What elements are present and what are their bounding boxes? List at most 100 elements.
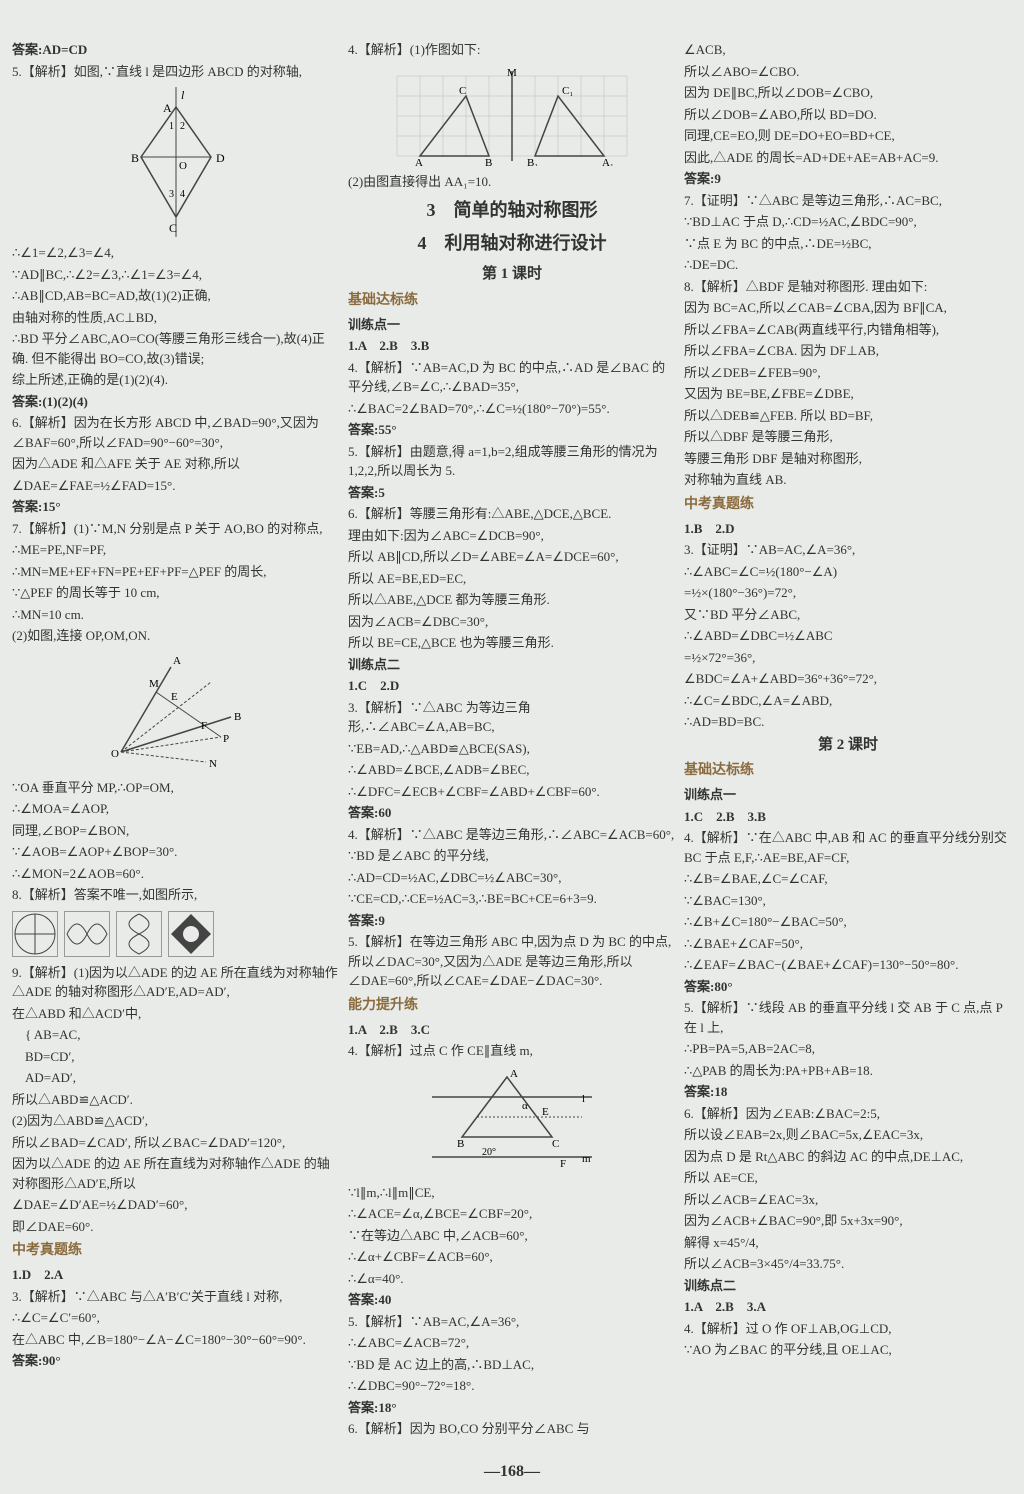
answers-row: 1.C 2.D	[348, 676, 676, 696]
text: 所以∠DEB=∠FEB=90°,	[684, 363, 1012, 383]
text: ∴ME=PE,NF=PF,	[12, 540, 340, 560]
text: ∴∠ABC=∠ACB=72°,	[348, 1333, 676, 1353]
text: 又∵BD 平分∠ABC,	[684, 605, 1012, 625]
text: 在△ABC 中,∠B=180°−∠A−∠C=180°−30°−60°=90°.	[12, 1330, 340, 1350]
text: 因为△ADE 和△AFE 关于 AE 对称,所以	[12, 454, 340, 474]
text: ∴∠BAE+∠CAF=50°,	[684, 934, 1012, 954]
text: (2)如图,连接 OP,OM,ON.	[12, 626, 340, 646]
svg-text:B: B	[234, 711, 241, 723]
text: 同理,∠BOP=∠BON,	[12, 821, 340, 841]
text: 所以△ABE,△DCE 都为等腰三角形.	[348, 590, 676, 610]
text: 所以∠ACB=∠EAC=3x,	[684, 1190, 1012, 1210]
text: 综上所述,正确的是(1)(2)(4).	[12, 370, 340, 390]
text: ∴∠α+∠CBF=∠ACB=60°,	[348, 1247, 676, 1267]
text: AD=AD′,	[12, 1068, 340, 1088]
text: ∵在等边△ABC 中,∠ACB=60°,	[348, 1226, 676, 1246]
text: 所以∠DOB=∠ABO,所以 BD=DO.	[684, 105, 1012, 125]
problem-8: 8.【解析】答案不唯一,如图所示,	[12, 885, 340, 905]
text: 所以△DBF 是等腰三角形,	[684, 427, 1012, 447]
text: 理由如下:因为∠ABC=∠DCB=90°,	[348, 526, 676, 546]
text: ∠DAE=∠FAE=½∠FAD=15°.	[12, 476, 340, 496]
svg-text:P: P	[223, 733, 229, 745]
training-1: 训练点一	[348, 315, 676, 335]
answers-row: 1.D 2.A	[12, 1265, 340, 1285]
text: ∴∠B+∠C=180°−∠BAC=50°,	[684, 912, 1012, 932]
svg-text:C: C	[552, 1138, 559, 1150]
text: ∵BD 是 AC 边上的高,∴BD⊥AC,	[348, 1355, 676, 1375]
text: ∴∠α=40°.	[348, 1269, 676, 1289]
diagram-triangle-opm: A M E O B P F N	[12, 652, 340, 772]
text: 因为∠ACB+∠BAC=90°,即 5x+3x=90°,	[684, 1211, 1012, 1231]
svg-text:A: A	[415, 157, 423, 166]
training-2b: 训练点二	[684, 1276, 1012, 1296]
svg-text:20°: 20°	[482, 1147, 496, 1158]
problem-3: 3.【解析】∵△ABC 与△A′B′C′关于直线 l 对称,	[12, 1287, 340, 1307]
chapter-3: 3 简单的轴对称图形	[348, 197, 676, 224]
diagram-rhombus: l A B D C O 1 2 3 4	[12, 87, 340, 237]
svg-text:B₁: B₁	[527, 157, 538, 166]
problem-4g: 4.【解析】∵在△ABC 中,AB 和 AC 的垂直平分线分别交 BC 于点 E…	[684, 828, 1012, 867]
text: 在△ABD 和△ACD′中,	[12, 1004, 340, 1024]
text: ∠ACB,	[684, 40, 1012, 60]
text: 因为以△ADE 的边 AE 所在直线为对称轴作△ADE 的轴对称图形△AD′E,…	[12, 1154, 340, 1193]
page-number: —168—	[0, 1460, 1024, 1484]
svg-text:E: E	[171, 691, 178, 703]
text: ∴∠ACE=∠α,∠BCE=∠CBF=20°,	[348, 1204, 676, 1224]
answer-text: 答案:9	[684, 169, 1012, 189]
chapter-4: 4 利用轴对称进行设计	[348, 230, 676, 257]
answer-text: 答案:AD=CD	[12, 40, 340, 60]
diagram-parallel-lines: A l B C E F m α 20°	[348, 1067, 676, 1177]
svg-text:C: C	[459, 85, 466, 97]
problem-5b: 5.【解析】由题意,得 a=1,b=2,组成等腰三角形的情况为 1,2,2,所以…	[348, 442, 676, 481]
text: ∵∠AOB=∠AOP+∠BOP=30°.	[12, 842, 340, 862]
text: ∴AD=BD=BC.	[684, 712, 1012, 732]
problem-6d: 6.【解析】因为 BO,CO 分别平分∠ABC 与	[348, 1419, 676, 1439]
text: ∴MN=10 cm.	[12, 605, 340, 625]
training-1b: 训练点一	[684, 785, 1012, 805]
text: =½×(180°−36°)=72°,	[684, 583, 1012, 603]
text: 对称轴为直线 AB.	[684, 470, 1012, 490]
svg-text:O: O	[111, 748, 119, 760]
problem-4h: 4.【解析】过 O 作 OF⊥AB,OG⊥CD,	[684, 1319, 1012, 1339]
text: ∴∠DFC=∠ECB+∠CBF=∠ABD+∠CBF=60°.	[348, 782, 676, 802]
lesson-1: 第 1 课时	[348, 263, 676, 286]
problem-4b: 4.【解析】∵AB=AC,D 为 BC 的中点,∴AD 是∠BAC 的平分线,∠…	[348, 358, 676, 397]
section-exam: 中考真题练	[12, 1240, 340, 1261]
problem-7e: 7.【证明】∵△ABC 是等边三角形,∴AC=BC,	[684, 191, 1012, 211]
text: ∴∠EAF=∠BAC−(∠BAE+∠CAF)=130°−50°=80°.	[684, 955, 1012, 975]
answer-text: 答案:80°	[684, 977, 1012, 997]
problem-7: 7.【解析】(1)∵M,N 分别是点 P 关于 AO,BO 的对称点,	[12, 519, 340, 539]
text: 又因为 BE=BE,∠FBE=∠DBE,	[684, 384, 1012, 404]
text: ∵△PEF 的周长等于 10 cm,	[12, 583, 340, 603]
svg-text:B: B	[485, 157, 492, 166]
text: ∵BD 是∠ABC 的平分线,	[348, 846, 676, 866]
lesson-2: 第 2 课时	[684, 734, 1012, 757]
problem-6b: 6.【解析】等腰三角形有:△ABE,△DCE,△BCE.	[348, 504, 676, 524]
svg-text:l: l	[181, 88, 185, 102]
problem-4: 4.【解析】(1)作图如下:	[348, 40, 676, 60]
answer-text: 答案:5	[348, 483, 676, 503]
text: 所以∠FBA=∠CAB(两直线平行,内错角相等),	[684, 320, 1012, 340]
problem-3f: 3.【证明】∵AB=AC,∠A=36°,	[684, 540, 1012, 560]
text: ∴△PAB 的周长为:PA+PB+AB=18.	[684, 1061, 1012, 1081]
text: 同理,CE=EO,则 DE=DO+EO=BD+CE,	[684, 126, 1012, 146]
svg-text:M: M	[149, 678, 159, 690]
shape-examples	[12, 911, 340, 957]
problem-8e: 8.【解析】△BDF 是轴对称图形. 理由如下:	[684, 277, 1012, 297]
text: 所以∠BAD=∠CAD′, 所以∠BAC=∠DAD′=120°,	[12, 1133, 340, 1153]
svg-text:α: α	[522, 1100, 528, 1112]
svg-text:4: 4	[180, 189, 185, 200]
text: 即∠DAE=60°.	[12, 1217, 340, 1237]
problem-3c: 3.【解析】∵△ABC 为等边三角形,∴∠ABC=∠A,AB=BC,	[348, 698, 676, 737]
text: ∵l∥m,∴l∥m∥CE,	[348, 1183, 676, 1203]
problem-5c: 5.【解析】在等边三角形 ABC 中,因为点 D 为 BC 的中点,所以∠DAC…	[348, 932, 676, 991]
svg-text:M: M	[507, 67, 517, 79]
answer-text: 答案:60	[348, 803, 676, 823]
text: 所以 AB∥CD,所以∠D=∠ABE=∠A=∠DCE=60°,	[348, 547, 676, 567]
text: 因为∠ACB=∠DBC=30°,	[348, 612, 676, 632]
section-basic-2: 基础达标练	[684, 760, 1012, 781]
svg-text:l: l	[582, 1093, 585, 1105]
svg-text:A₁: A₁	[602, 157, 614, 166]
svg-text:m: m	[582, 1153, 591, 1165]
text: 所以∠ACB=3×45°/4=33.75°.	[684, 1254, 1012, 1274]
